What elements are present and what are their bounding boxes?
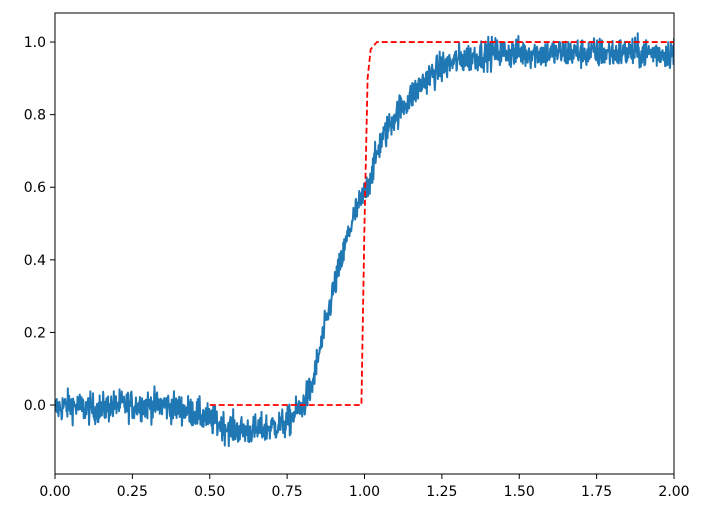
x-tick-label: 0.50	[194, 484, 225, 500]
x-tick-label: 1.75	[581, 484, 612, 500]
x-tick-label: 0.75	[272, 484, 303, 500]
x-tick-label: 2.00	[658, 484, 689, 500]
series-layer	[55, 32, 674, 448]
x-axis: 0.00 0.25 0.50 0.75 1.00 1.25 1.50 1.75 2.00	[39, 474, 690, 500]
y-axis: 0.0 0.2 0.4 0.6 0.8 1.0	[24, 35, 55, 414]
y-tick-label: 0.8	[24, 108, 46, 124]
y-tick-label: 0.4	[24, 253, 46, 269]
y-tick-label: 0.0	[24, 398, 46, 414]
x-tick-label: 1.00	[349, 484, 380, 500]
y-tick-label: 0.2	[24, 325, 46, 341]
x-tick-label: 0.00	[39, 484, 70, 500]
x-tick-label: 1.25	[426, 484, 457, 500]
y-tick-label: 1.0	[24, 35, 46, 51]
x-tick-label: 1.50	[504, 484, 535, 500]
series-line-noisy	[55, 32, 674, 448]
series-line-reference	[209, 41, 674, 406]
x-tick-label: 0.25	[117, 484, 148, 500]
y-tick-label: 0.6	[24, 180, 46, 196]
